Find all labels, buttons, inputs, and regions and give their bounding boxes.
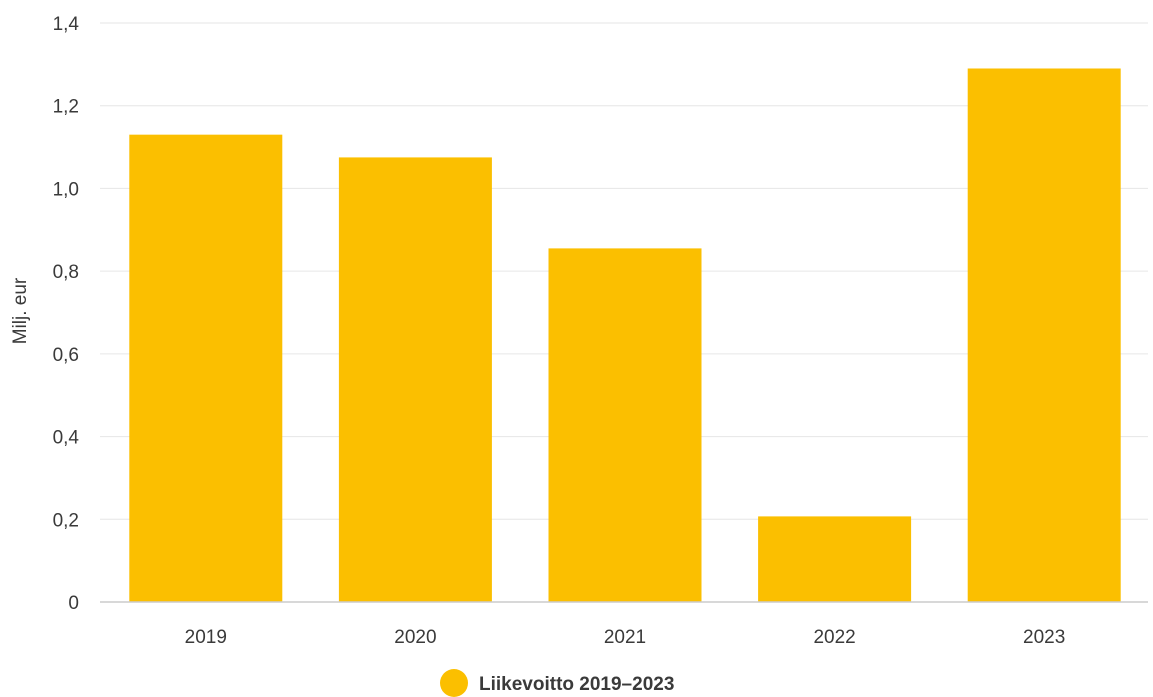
x-tick-label-2022: 2022 [813, 627, 855, 648]
bars [129, 68, 1121, 603]
legend[interactable]: Liikevoitto 2019–2023 [440, 669, 674, 697]
y-tick-label: 1,2 [53, 97, 79, 118]
y-axis-title: Milj. eur [10, 277, 31, 344]
y-tick-label: 0 [68, 593, 79, 614]
legend-swatch-icon [440, 669, 468, 697]
x-tick-label-2023: 2023 [1023, 627, 1065, 648]
y-tick-label: 0,4 [53, 428, 80, 449]
x-tick-label-2021: 2021 [604, 627, 646, 648]
x-tick-label-2019: 2019 [185, 627, 227, 648]
y-tick-label: 1,0 [53, 179, 79, 200]
bar-2023[interactable] [967, 68, 1121, 602]
y-tick-label: 0,6 [53, 345, 79, 366]
bar-2019[interactable] [129, 134, 283, 602]
y-tick-label: 1,4 [53, 14, 80, 35]
bar-2022[interactable] [758, 516, 912, 602]
legend-label: Liikevoitto 2019–2023 [479, 674, 674, 695]
y-tick-label: 0,8 [53, 262, 79, 283]
x-tick-label-2020: 2020 [394, 627, 436, 648]
y-axis-ticks: 0 0,2 0,4 0,6 0,8 1,0 1,2 1,4 [53, 14, 80, 614]
x-axis-ticks: 2019 2020 2021 2022 2023 [185, 627, 1066, 648]
bar-2021[interactable] [548, 248, 702, 602]
y-tick-label: 0,2 [53, 510, 79, 531]
bar-2020[interactable] [338, 157, 492, 603]
